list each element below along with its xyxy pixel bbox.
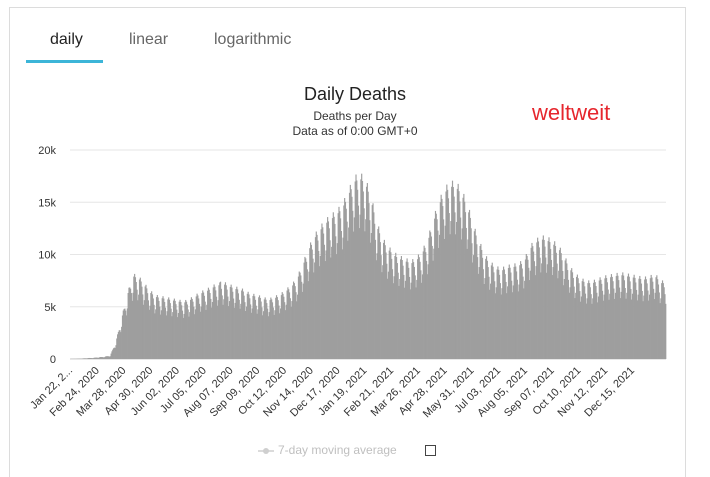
legend-label: 7-day moving average bbox=[278, 443, 397, 457]
y-axis-ticks: 0 5k 10k 15k 20k bbox=[38, 145, 56, 366]
y-tick-label: 0 bbox=[50, 354, 56, 366]
y-tick-label: 15k bbox=[38, 197, 56, 209]
y-tick-label: 20k bbox=[38, 145, 56, 157]
legend-checkbox[interactable] bbox=[425, 445, 436, 456]
y-tick-label: 5k bbox=[44, 302, 56, 314]
legend-item[interactable]: 7-day moving average bbox=[258, 443, 397, 457]
bar-series bbox=[70, 174, 666, 359]
y-tick-label: 10k bbox=[38, 250, 56, 262]
bar bbox=[665, 304, 666, 359]
legend-line-icon bbox=[258, 446, 274, 456]
